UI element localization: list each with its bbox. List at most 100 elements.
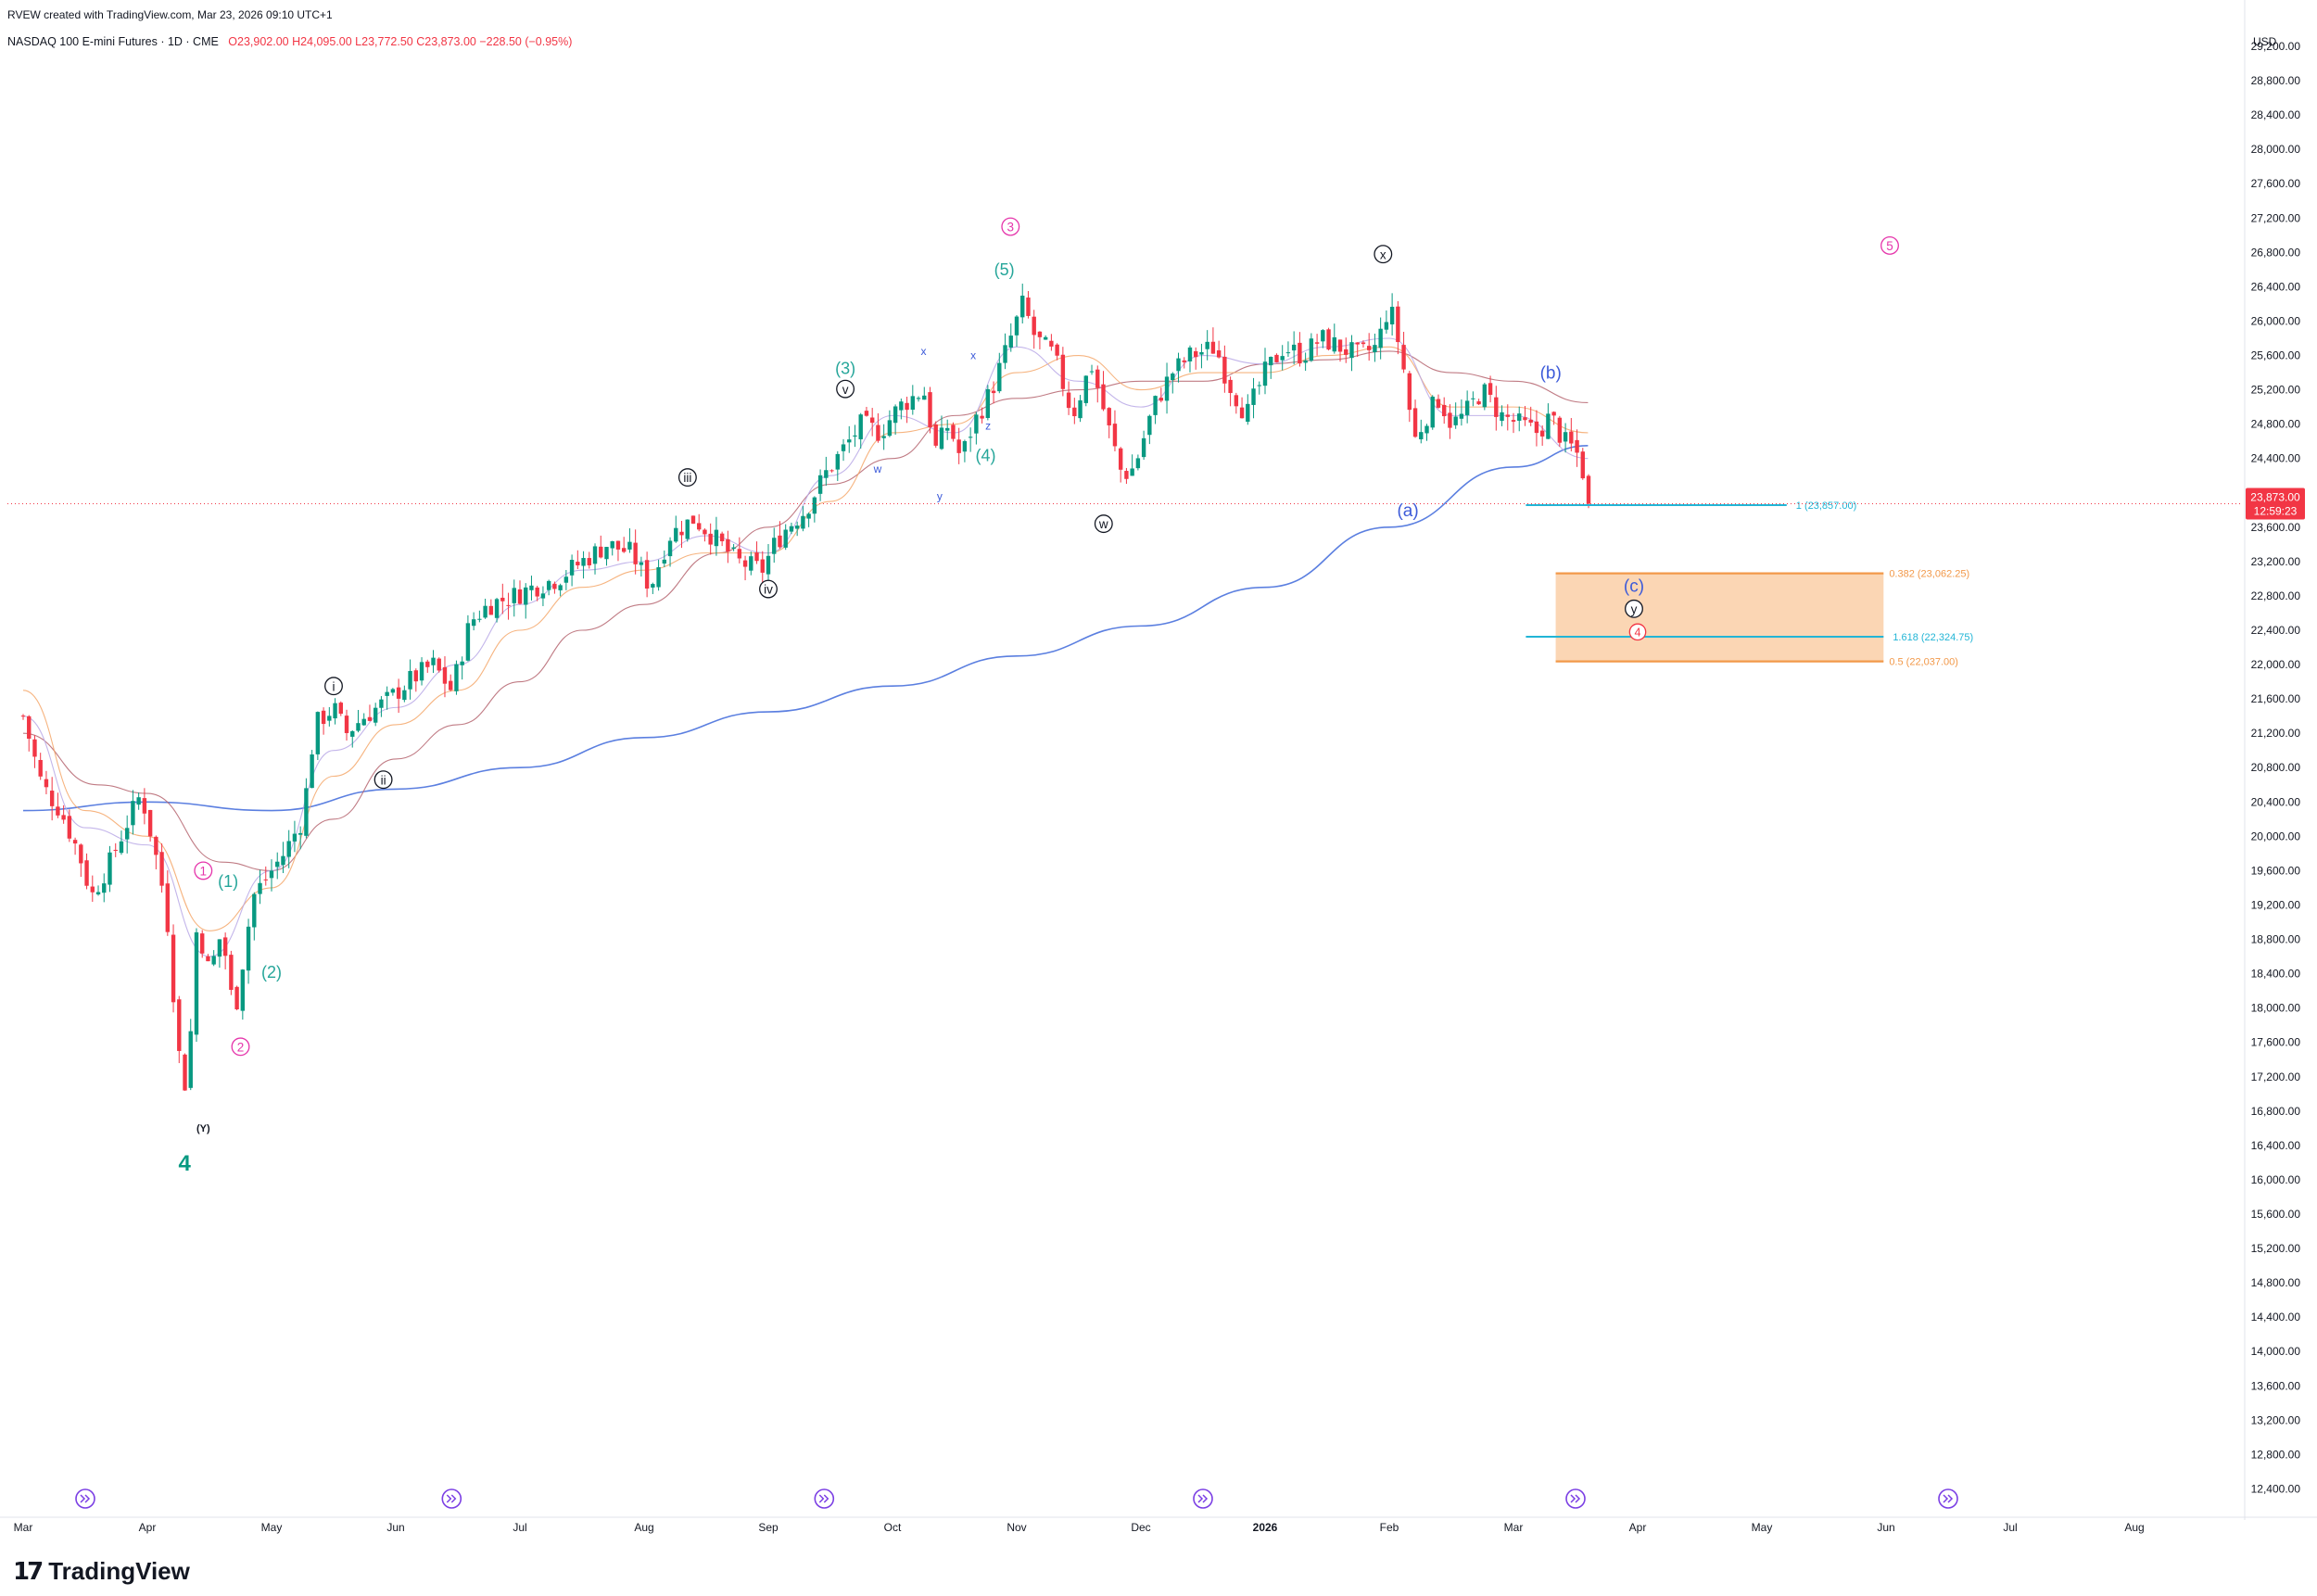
candle-body: [1298, 342, 1302, 364]
candle-body: [1442, 404, 1447, 417]
candle-body: [535, 587, 539, 597]
candle-body: [997, 362, 1002, 392]
candle-body: [1361, 342, 1366, 345]
time-tick-label: Mar: [14, 1521, 33, 1534]
candle-body: [1210, 341, 1216, 354]
candle-body: [258, 882, 262, 894]
candle-body: [656, 567, 661, 588]
candle-body: [1199, 351, 1204, 355]
candle-body: [524, 587, 528, 605]
candle-body: [131, 801, 135, 826]
candle-body: [321, 710, 326, 725]
candle-body: [1187, 347, 1193, 361]
candle-body: [558, 585, 563, 590]
candle-body: [719, 533, 725, 541]
candle-body: [685, 519, 690, 539]
candle-body: [1373, 345, 1377, 353]
candle-body: [1141, 437, 1146, 458]
candle-body: [1459, 413, 1464, 419]
candle-body: [1575, 439, 1579, 453]
wave-label: x: [921, 345, 927, 358]
wave-circle: [1880, 235, 1899, 255]
candle-body: [1464, 400, 1470, 415]
candle-body: [991, 390, 996, 394]
candle-body: [980, 415, 984, 419]
price-tick-label: 14,400.00: [2251, 1311, 2301, 1324]
price-tick-label: 22,000.00: [2251, 658, 2301, 671]
tradingview-logo[interactable]: 𝟭𝟳 TradingView: [13, 1557, 190, 1586]
price-tick-label: 15,200.00: [2251, 1242, 2301, 1255]
candle-body: [154, 836, 158, 855]
candle-body: [1291, 344, 1297, 351]
candle-body: [1551, 412, 1556, 416]
wave-label: 2: [237, 1040, 245, 1054]
candle-body: [1182, 360, 1186, 362]
candle-body: [806, 513, 811, 519]
candle-body: [1222, 356, 1227, 384]
candle-body: [419, 662, 424, 681]
candle-body: [552, 583, 557, 589]
price-tick-label: 19,600.00: [2251, 864, 2301, 877]
candle-body: [690, 515, 696, 524]
candle-body: [124, 828, 130, 840]
candle-body: [327, 716, 332, 721]
time-tick-label: May: [1752, 1521, 1773, 1534]
candle-body: [928, 392, 932, 428]
candle-body: [304, 788, 309, 836]
wave-label: i: [333, 679, 336, 693]
price-tick-label: 24,800.00: [2251, 418, 2301, 431]
wave-labels: 4(Y)12345(1)(2)(3)(4)(5)iiiiiiivvwxywxyx…: [179, 217, 1899, 1176]
candle-body: [315, 712, 321, 754]
candle-body: [1511, 420, 1516, 422]
candle-body: [1309, 338, 1314, 361]
ma-10-line: [22, 337, 1589, 957]
time-tick-label: Aug: [2124, 1521, 2144, 1534]
candle-body: [449, 680, 453, 690]
price-tick-label: 26,000.00: [2251, 314, 2301, 327]
last-price-value: 23,873.00: [2250, 491, 2300, 504]
candle-body: [604, 547, 609, 560]
price-tick-label: 28,000.00: [2251, 143, 2301, 156]
candle-body: [38, 759, 43, 777]
wave-label: w: [1098, 517, 1108, 531]
candle-body: [1396, 306, 1400, 343]
candle-body: [275, 861, 280, 868]
moving-averages: [22, 337, 1589, 957]
ma-200-line: [22, 445, 1589, 812]
candle-body: [90, 886, 95, 893]
wave-label: ii: [381, 773, 386, 787]
candle-body: [817, 475, 823, 494]
candle-body: [437, 658, 441, 671]
candle-body: [488, 605, 494, 615]
candle-body: [292, 833, 298, 842]
candle-body: [1251, 388, 1256, 405]
candle-body: [72, 840, 78, 844]
candle-body: [1078, 399, 1083, 419]
time-tick-label: Nov: [1007, 1521, 1026, 1534]
wave-circle: [1628, 623, 1647, 641]
candle-body: [483, 605, 487, 618]
price-tick-label: 20,800.00: [2251, 761, 2301, 774]
candle-body: [517, 589, 523, 604]
ma-50-line: [22, 350, 1589, 871]
candle-body: [177, 999, 182, 1051]
time-tick-label: Oct: [884, 1521, 902, 1534]
candle-body: [102, 883, 107, 893]
price-tick-label: 28,400.00: [2251, 108, 2301, 121]
candle-body: [887, 420, 893, 437]
candle-body: [1228, 379, 1233, 394]
candle-body: [183, 1054, 187, 1091]
time-tick-label: Jul: [513, 1521, 526, 1534]
wave-label: v: [842, 383, 849, 397]
candle-body: [749, 556, 753, 571]
candle-body: [506, 604, 511, 606]
chart-frame: [0, 0, 2317, 1520]
candle-body: [639, 562, 644, 565]
candle-body: [442, 666, 448, 684]
time-tick-label: Sep: [758, 1521, 779, 1534]
candle-body: [546, 580, 551, 590]
wave-label: z: [985, 420, 991, 433]
price-tick-label: 23,200.00: [2251, 555, 2301, 568]
time-tick-label: May: [261, 1521, 283, 1534]
